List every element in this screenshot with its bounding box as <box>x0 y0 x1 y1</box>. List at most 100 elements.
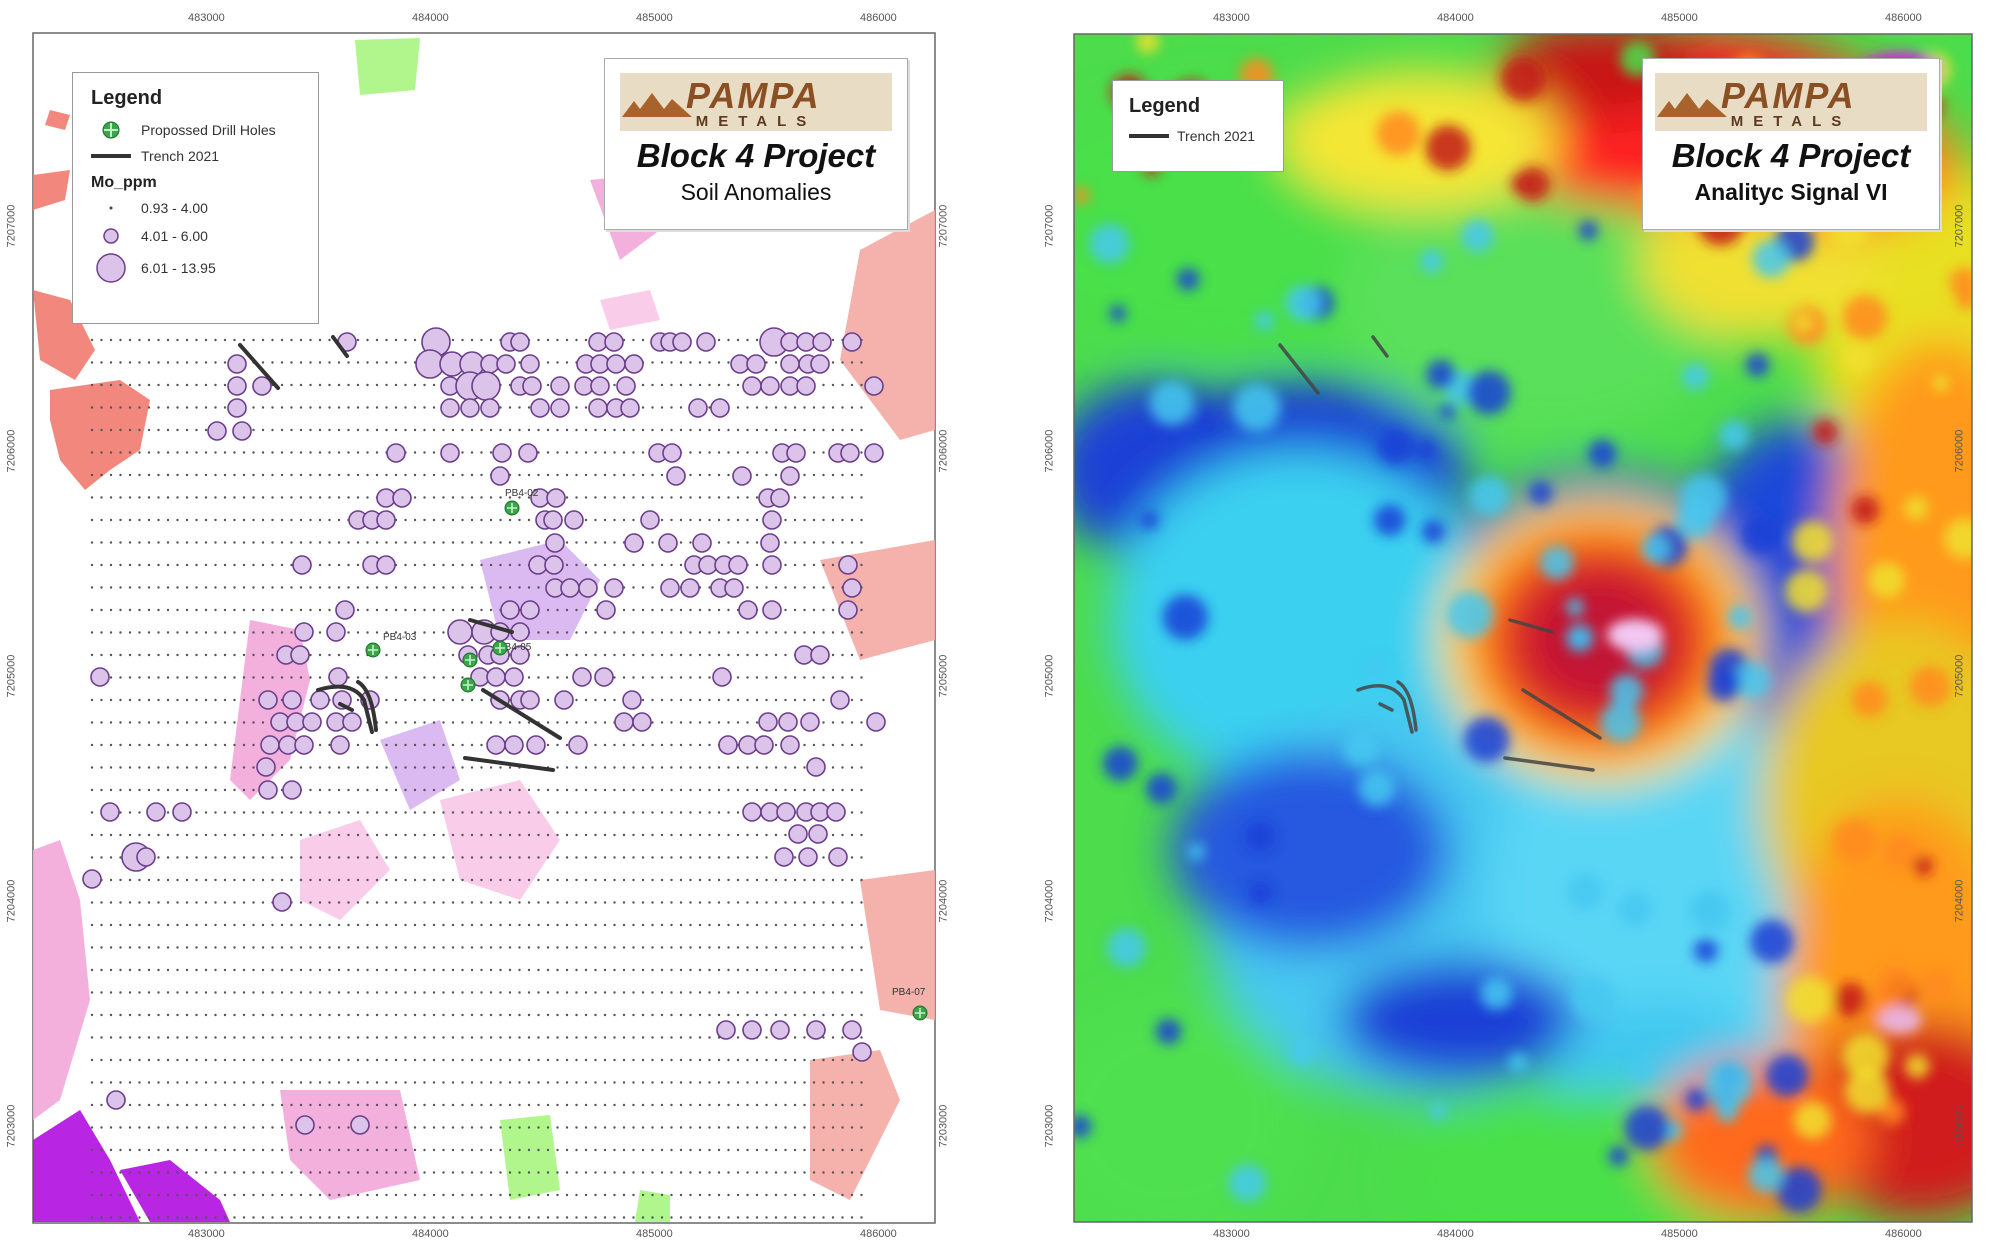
sample-dot <box>451 698 455 702</box>
sample-dot <box>157 383 160 387</box>
mo-anomaly-circle <box>460 398 480 418</box>
sample-dot <box>850 1126 854 1129</box>
sample-dot <box>138 1193 141 1197</box>
sample-dot <box>793 901 797 904</box>
sample-dot <box>138 946 141 949</box>
sample-dot <box>860 1193 863 1197</box>
sample-dot <box>451 923 455 927</box>
sample-dot <box>860 451 863 454</box>
sample-dot <box>594 901 597 904</box>
sample-dot <box>280 428 284 432</box>
sample-dot <box>565 923 569 927</box>
mo-anomaly-circle <box>738 600 758 620</box>
sample-dot <box>375 1126 379 1129</box>
sample-dot <box>394 1036 398 1039</box>
mo-anomaly-circle <box>724 578 744 598</box>
sample-dot <box>261 1216 265 1219</box>
mo-anomaly-circle <box>810 645 830 665</box>
sample-dot <box>128 586 132 589</box>
sample-dot <box>185 1103 189 1107</box>
sample-dot <box>689 428 692 432</box>
signal-texture-spot <box>1187 843 1205 861</box>
sample-dot <box>290 1171 293 1174</box>
sample-dot <box>679 788 683 792</box>
sample-dot <box>508 811 512 814</box>
sample-dot <box>318 361 322 364</box>
mo-anomaly-circle <box>672 332 692 352</box>
sample-dot <box>670 811 673 814</box>
soil-anomalies-map: PB4-02 PB4-03 PB4-05 PB4-07 483000 484000 4… <box>0 0 960 1252</box>
sample-dot <box>280 586 284 589</box>
sample-dot <box>850 901 854 904</box>
sample-dot <box>119 586 122 589</box>
sample-dot <box>90 1171 94 1174</box>
sample-dot <box>470 811 474 814</box>
sample-dot <box>831 721 835 724</box>
sample-dot <box>812 1013 816 1017</box>
sample-dot <box>413 1171 417 1174</box>
signal-texture-spot <box>1904 496 1929 521</box>
sample-dot <box>556 1058 559 1062</box>
sample-dot <box>100 833 103 837</box>
sample-dot <box>432 608 436 612</box>
sample-dot <box>850 496 854 499</box>
sample-dot <box>603 451 607 454</box>
sample-dot <box>632 923 635 927</box>
sample-dot <box>356 1081 360 1084</box>
sample-dot <box>670 968 673 972</box>
sample-dot <box>328 1013 331 1017</box>
sample-dot <box>698 361 702 364</box>
sample-dot <box>90 406 94 409</box>
sample-dot <box>195 1148 198 1152</box>
sample-dot <box>689 833 692 837</box>
sample-dot <box>594 1081 597 1084</box>
sample-dot <box>831 788 835 792</box>
sample-dot <box>423 1058 426 1062</box>
sample-dot <box>470 496 474 499</box>
sample-dot <box>375 1081 379 1084</box>
sample-dot <box>385 833 388 837</box>
sample-dot <box>527 1036 531 1039</box>
sample-dot <box>518 1081 521 1084</box>
sample-dot <box>698 901 702 904</box>
sample-dot <box>660 361 664 364</box>
sample-dot <box>575 1216 578 1219</box>
sample-dot <box>499 811 502 814</box>
sample-dot <box>195 1058 198 1062</box>
sample-dot <box>375 1058 379 1062</box>
mo-anomaly-circle <box>770 488 790 508</box>
sample-dot <box>679 631 683 634</box>
sample-dot <box>356 1171 360 1174</box>
sample-dot <box>90 1081 94 1084</box>
sample-dot <box>138 1081 141 1084</box>
sample-dot <box>632 1013 635 1017</box>
sample-dot <box>290 968 293 972</box>
sample-dot <box>280 361 284 364</box>
sample-dot <box>404 428 407 432</box>
sample-dot <box>575 563 578 567</box>
sample-dot <box>356 1148 360 1152</box>
sample-dot <box>280 923 284 927</box>
sample-dot <box>451 1193 455 1197</box>
sample-dot <box>432 1058 436 1062</box>
sample-dot <box>404 383 407 387</box>
sample-dot <box>613 901 616 904</box>
sample-dot <box>717 1216 721 1219</box>
x-tick-bottom: 484000 <box>412 1228 449 1240</box>
sample-dot <box>90 608 94 612</box>
sample-dot <box>404 766 407 769</box>
sample-dot <box>166 1148 170 1152</box>
sample-dot <box>670 946 673 949</box>
sample-dot <box>784 676 787 679</box>
sample-dot <box>442 766 445 769</box>
sample-dot <box>413 901 417 904</box>
sample-dot <box>394 653 398 657</box>
sample-dot <box>584 653 588 657</box>
sample-dot <box>328 1103 331 1107</box>
sample-dot <box>299 856 303 859</box>
sample-dot <box>204 788 208 792</box>
sample-dot <box>299 766 303 769</box>
sample-dot <box>90 518 94 522</box>
sample-dot <box>195 361 198 364</box>
sample-dot <box>252 518 255 522</box>
